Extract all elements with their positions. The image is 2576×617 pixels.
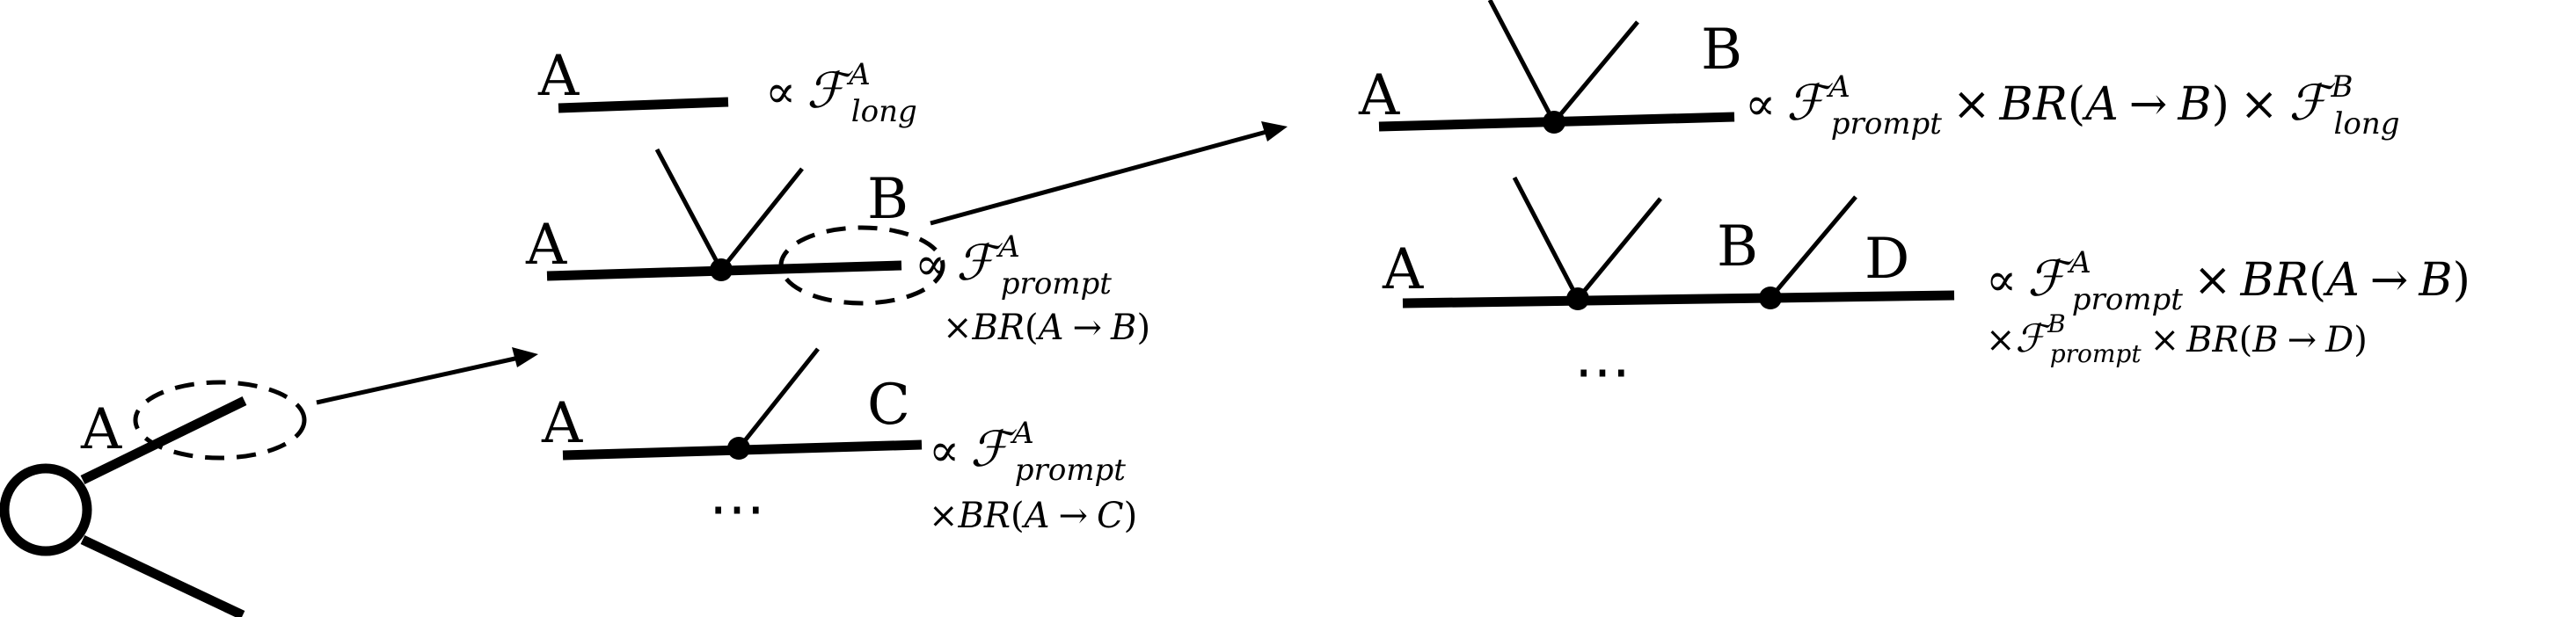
label-bb-B: B (867, 167, 909, 232)
label-origin-A: A (80, 397, 122, 462)
prong-r1-2 (1552, 20, 1639, 124)
selection-ellipse-mid (778, 225, 945, 306)
ellipsis-right: ⋯ (1574, 339, 1631, 404)
label-r1-B: B (1701, 18, 1742, 83)
prong-r1-1 (1487, 0, 1557, 124)
label-bb-A: A (525, 213, 567, 278)
line-r2 (1402, 290, 1955, 308)
prong-r2-2 (1576, 197, 1662, 301)
ellipsis-middle: ⋯ (709, 476, 765, 541)
prong-r2-3 (1769, 195, 1857, 300)
selection-ellipse-left (133, 380, 307, 461)
branch-upper (80, 396, 247, 484)
label-long-A: A (537, 44, 580, 109)
source-circle (0, 463, 92, 556)
arrow-middle-to-right (930, 121, 1288, 226)
prong-r2-1 (1512, 176, 1580, 301)
label-r1-A: A (1358, 63, 1400, 128)
label-c-A: A (541, 391, 583, 456)
arrow-left-to-middle (316, 347, 538, 405)
branch-lower (80, 535, 245, 617)
label-r2-A: A (1382, 237, 1424, 302)
vertex-r2-1 (1566, 287, 1589, 310)
label-r2-D: D (1864, 227, 1909, 292)
prong-bb-1 (654, 148, 724, 272)
vertex-r1 (1543, 111, 1565, 134)
source-vertex: A (0, 380, 307, 617)
formula-ab-line2: ×BR(A → B) (943, 308, 1150, 348)
vertex-bb (710, 258, 733, 281)
vertex-r2-2 (1759, 287, 1782, 309)
vertex-c (727, 437, 750, 460)
label-r2-B: B (1717, 214, 1758, 279)
prong-bb-2 (719, 167, 804, 272)
prong-c (737, 347, 820, 450)
formula-ac-line2: ×BR(A → C) (929, 496, 1137, 536)
label-c-C: C (867, 373, 910, 438)
line-long-A (558, 97, 729, 113)
formula-r2-line2: ×ℱB prompt × BR(B → D) (1986, 309, 2368, 368)
